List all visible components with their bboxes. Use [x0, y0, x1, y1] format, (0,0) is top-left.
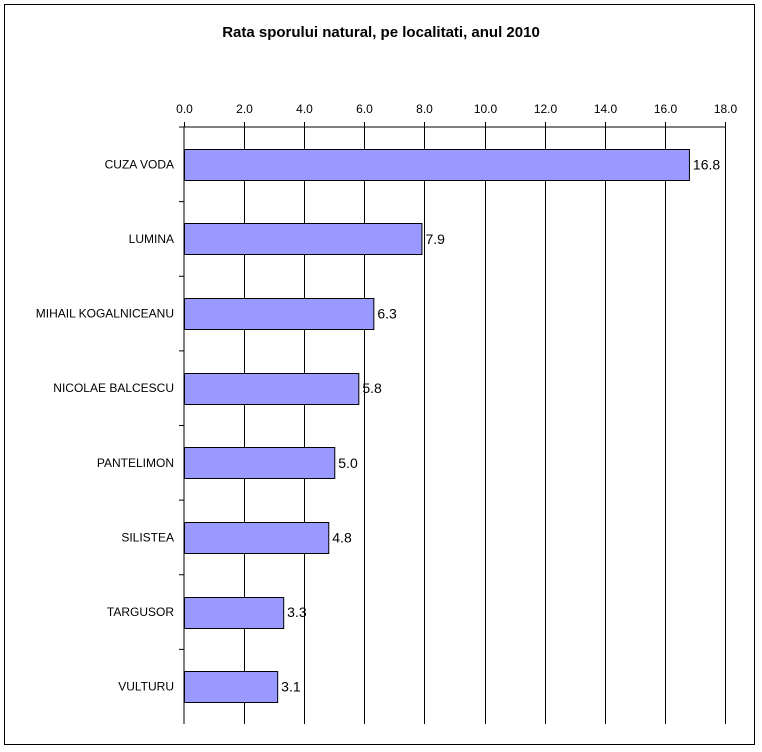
x-tick-label: 18.0: [714, 102, 738, 116]
category-label: VULTURU: [118, 680, 174, 694]
data-label: 7.9: [425, 231, 445, 247]
data-label: 16.8: [693, 156, 720, 172]
x-tick-label: 0.0: [176, 102, 193, 116]
x-tick-label: 4.0: [296, 102, 313, 116]
category-label: SILISTEA: [121, 530, 174, 544]
chart-title: Rata sporului natural, pe localitati, an…: [222, 24, 540, 41]
data-label: 4.8: [332, 529, 352, 545]
data-label: 5.8: [362, 380, 382, 396]
data-label: 3.1: [281, 679, 301, 695]
x-tick-label: 2.0: [236, 102, 253, 116]
bar: [184, 597, 285, 629]
bar: [184, 373, 360, 405]
bars: [184, 149, 690, 703]
x-tick-label: 16.0: [654, 102, 678, 116]
data-labels: 16.8 7.9 6.3 5.8 5.0 4.8 3.3 3.1: [281, 156, 720, 694]
x-axis-ticks: 0.0 2.0 4.0 6.0 8.0 10.0 12.0 14.0 16.0 18.0: [176, 102, 738, 650]
bar: [184, 522, 330, 554]
bar: [184, 447, 336, 479]
x-tick-label: 8.0: [416, 102, 433, 116]
category-label: MIHAIL KOGALNICEANU: [36, 307, 174, 321]
category-label: LUMINA: [129, 232, 174, 246]
x-tick-label: 6.0: [356, 102, 373, 116]
x-tick-label: 12.0: [534, 102, 558, 116]
category-label: TARGUSOR: [107, 605, 174, 619]
bar: [184, 223, 423, 255]
category-label: CUZA VODA: [105, 157, 174, 171]
x-tick-label: 14.0: [594, 102, 618, 116]
data-label: 5.0: [338, 455, 358, 471]
category-label: NICOLAE BALCESCU: [53, 381, 174, 395]
category-label: PANTELIMON: [97, 456, 174, 470]
bar: [184, 149, 690, 181]
bar: [184, 671, 279, 703]
x-tick-label: 10.0: [474, 102, 498, 116]
gridlines: [183, 126, 726, 724]
bar: [184, 298, 375, 330]
category-labels: CUZA VODA LUMINA MIHAIL KOGALNICEANU NICOLA…: [36, 157, 175, 693]
data-label: 6.3: [377, 306, 397, 322]
data-label: 3.3: [287, 604, 307, 620]
